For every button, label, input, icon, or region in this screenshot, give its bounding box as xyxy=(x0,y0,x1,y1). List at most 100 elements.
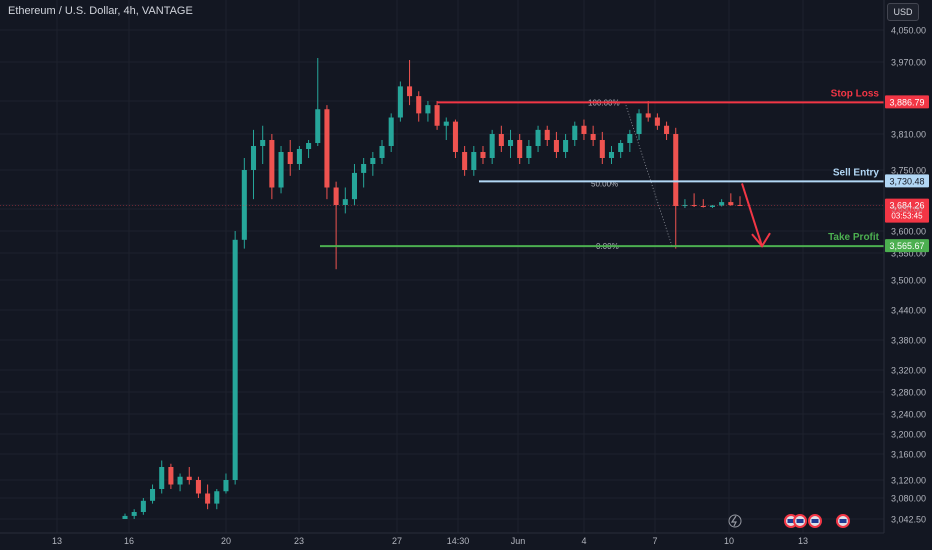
candle-body xyxy=(636,113,642,134)
candle-body xyxy=(618,143,624,152)
fib-trend-line xyxy=(624,102,673,247)
time-tick-label: 14:30 xyxy=(447,536,470,546)
candle-body xyxy=(122,515,128,519)
candle-body xyxy=(434,105,440,126)
candle-body xyxy=(232,239,238,480)
chart-title: Ethereum / U.S. Dollar, 4h, VANTAGE xyxy=(8,5,193,17)
candle-body xyxy=(287,152,293,164)
price-tick-label: 3,810.00 xyxy=(891,130,926,140)
time-tick-label: 4 xyxy=(581,536,586,546)
candle-body xyxy=(250,146,257,170)
level-price-tag xyxy=(885,174,929,188)
candle-body xyxy=(388,117,394,146)
time-tick-label: 27 xyxy=(392,536,402,546)
price-axis[interactable]: 4,050.003,970.003,890.003,810.003,750.00… xyxy=(883,0,932,550)
candle-body xyxy=(306,143,312,149)
candle-body xyxy=(664,125,670,134)
candle-body xyxy=(507,140,514,146)
flag-event-icon-band xyxy=(811,519,819,523)
price-tick-label: 3,240.00 xyxy=(891,410,926,420)
time-axis[interactable]: 13 16 20 23 27 14:30 Jun 4 7 10 13 xyxy=(0,514,884,546)
candle-body xyxy=(563,140,569,152)
candle-body xyxy=(544,129,550,140)
grid xyxy=(0,0,884,533)
candle-body xyxy=(278,152,284,188)
candle-body xyxy=(361,164,367,173)
candle-body xyxy=(296,149,302,164)
price-tick-label: 3,550.00 xyxy=(891,249,926,259)
candle-body xyxy=(581,125,587,134)
candle-body xyxy=(498,134,504,146)
price-tick-label: 3,500.00 xyxy=(891,276,926,286)
level-name: Take Profit xyxy=(828,232,880,243)
projection-arrow-head xyxy=(751,232,771,248)
candle-body xyxy=(168,467,174,485)
candle-body xyxy=(700,206,706,207)
candles xyxy=(122,58,743,519)
candle-body xyxy=(131,512,137,516)
candle-body xyxy=(608,152,615,158)
candle-body xyxy=(691,205,697,206)
price-tick-label: 3,280.00 xyxy=(891,388,926,398)
candle-body xyxy=(599,140,605,158)
candle-body xyxy=(407,86,413,97)
candle-body xyxy=(195,480,201,494)
candle-body xyxy=(351,172,358,200)
level-name: Sell Entry xyxy=(833,167,880,178)
price-tick-label: 3,160.00 xyxy=(891,450,926,460)
price-tick-label: 3,120.00 xyxy=(891,476,926,486)
fib-label-50: 50.00% xyxy=(591,179,618,188)
candle-body xyxy=(462,152,468,170)
candle-body xyxy=(342,199,348,205)
current-price-label: 3,684.26 xyxy=(889,201,924,211)
price-tick-label: 3,600.00 xyxy=(891,227,926,237)
time-tick-label: Jun xyxy=(511,536,526,546)
lightning-icon-bolt xyxy=(730,515,737,527)
candle-body xyxy=(177,476,183,485)
candle-body xyxy=(452,121,458,152)
candle-body xyxy=(324,109,330,188)
price-tick-label: 3,970.00 xyxy=(891,58,926,68)
candle-body xyxy=(214,491,220,504)
candle-body xyxy=(627,134,633,143)
candle-body xyxy=(654,117,660,126)
candle-body xyxy=(333,187,339,205)
candle-body xyxy=(186,476,192,480)
candle-body xyxy=(489,134,495,158)
candle-body xyxy=(425,105,431,114)
level-price-label: 3,730.48 xyxy=(889,176,924,186)
price-tick-label: 3,440.00 xyxy=(891,306,926,316)
level-price-label: 3,886.79 xyxy=(889,97,924,107)
candle-body xyxy=(517,140,523,158)
price-axis-bg xyxy=(884,0,932,550)
price-tick-label: 3,750.00 xyxy=(891,166,926,176)
candle-body xyxy=(315,109,321,143)
time-tick-label: 16 xyxy=(124,536,134,546)
lightning-icon xyxy=(728,514,742,528)
time-tick-label: 7 xyxy=(652,536,657,546)
price-tick-label: 4,050.00 xyxy=(891,26,926,36)
price-tick-label: 3,080.00 xyxy=(891,494,926,504)
candle-body xyxy=(370,158,376,164)
candle-body xyxy=(709,205,715,207)
currency-button[interactable]: USD xyxy=(887,3,919,21)
flag-event-icon-band xyxy=(796,519,804,523)
price-tick-label: 3,042.50 xyxy=(891,515,926,525)
candle-body xyxy=(159,467,165,489)
candle-body xyxy=(645,113,651,118)
level-price-tag xyxy=(885,239,929,253)
time-tick-label: 20 xyxy=(221,536,231,546)
time-tick-label: 13 xyxy=(798,536,808,546)
candle-body xyxy=(535,129,541,146)
flag-event-icon-band xyxy=(787,519,795,523)
candle-body xyxy=(205,493,211,504)
candle-body xyxy=(379,146,385,158)
candle-body xyxy=(719,202,725,206)
candle-body xyxy=(397,86,403,118)
projection-arrow-shaft xyxy=(741,183,763,247)
candle-body xyxy=(737,205,743,206)
candle-body xyxy=(260,140,266,146)
candle-body xyxy=(140,500,146,512)
price-tick-label: 3,320.00 xyxy=(891,366,926,376)
